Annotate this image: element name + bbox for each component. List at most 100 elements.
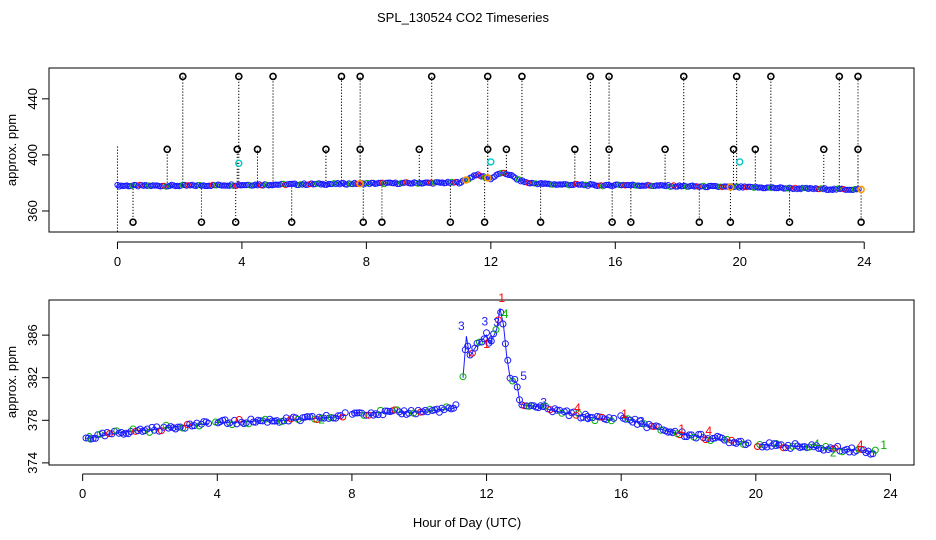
data-point — [157, 427, 165, 435]
flag-marker-high — [235, 72, 243, 81]
marker-label: 1 — [498, 291, 505, 305]
data-point — [249, 418, 257, 426]
data-point — [461, 346, 469, 354]
data-point — [504, 356, 512, 364]
data-point — [172, 425, 180, 433]
data-point — [181, 424, 189, 432]
flag-marker-high — [854, 72, 862, 81]
flag-marker-low — [359, 218, 368, 226]
marker-label: 2 — [318, 412, 325, 426]
data-point — [375, 179, 382, 186]
flag-marker-high — [269, 72, 277, 81]
x-tick-label: 16 — [608, 254, 622, 269]
flag-marker-mid — [415, 145, 424, 154]
x-tick-label: 0 — [114, 254, 121, 269]
data-point — [869, 450, 877, 458]
x-tick-label: 24 — [857, 254, 871, 269]
flag-marker-low — [695, 218, 704, 226]
data-point — [770, 440, 778, 448]
marker-label: 4 — [705, 424, 712, 438]
y-tick-label: 386 — [25, 324, 40, 346]
flag-marker-high — [767, 72, 775, 81]
marker-label: 3 — [540, 395, 547, 409]
data-point — [512, 174, 519, 181]
data-point — [798, 443, 806, 451]
y-tick-label: 400 — [25, 144, 40, 166]
flag-marker-low — [726, 218, 735, 226]
data-point — [534, 404, 542, 412]
data-point — [519, 177, 526, 184]
data-point — [626, 416, 634, 424]
data-point — [450, 404, 458, 412]
data-point — [681, 433, 688, 440]
flag-marker-high — [835, 72, 844, 81]
x-tick-label: 20 — [733, 254, 747, 269]
x-tick-label: 0 — [79, 486, 86, 501]
flag-marker-mid — [502, 145, 511, 154]
data-point — [546, 406, 554, 414]
flag-marker-mid — [163, 145, 172, 154]
data-point — [113, 427, 121, 435]
data-point — [871, 446, 879, 454]
flag-marker-low — [446, 218, 455, 226]
data-point — [268, 417, 276, 425]
data-point — [633, 420, 641, 428]
data-point — [304, 413, 311, 421]
data-point — [160, 423, 168, 431]
data-point — [174, 423, 182, 431]
data-point — [499, 320, 507, 328]
flag-marker-low — [480, 218, 489, 226]
data-point — [820, 446, 827, 454]
flag-marker-low — [627, 218, 635, 226]
high-point — [487, 158, 495, 166]
flag-marker-high — [178, 72, 187, 81]
data-point — [200, 418, 208, 426]
high-point — [736, 158, 744, 166]
bottom-y-axis: 374 378 382 386 — [25, 324, 49, 474]
data-point — [568, 181, 575, 188]
data-point — [151, 182, 158, 189]
top-y-axis: 360 400 440 — [25, 88, 49, 222]
flag-marker-mid — [356, 145, 364, 154]
flag-marker-mid — [605, 145, 613, 154]
marker-label: 2 — [830, 445, 837, 459]
data-point — [815, 445, 823, 452]
flag-marker-mid — [854, 145, 862, 154]
data-point — [360, 411, 368, 419]
data-point — [521, 179, 528, 186]
data-point — [254, 416, 262, 424]
data-point — [498, 169, 506, 176]
data-point — [692, 434, 700, 442]
flag-marker-high — [605, 72, 613, 81]
data-point — [805, 443, 813, 451]
top-series-points — [114, 158, 865, 194]
data-point — [476, 338, 483, 346]
flag-marker-low — [231, 218, 240, 226]
flag-marker-mid — [571, 145, 579, 154]
data-point — [688, 431, 695, 439]
data-point — [91, 434, 99, 442]
flag-marker-mid — [751, 145, 760, 154]
top-y-axis-label: approx. ppm — [4, 114, 19, 186]
flag-marker-low — [129, 218, 137, 226]
marker-label: 5 — [520, 369, 527, 383]
flag-marker-high — [518, 72, 526, 81]
x-axis-label: Hour of Day (UTC) — [413, 515, 521, 530]
data-point — [353, 409, 361, 417]
data-point — [845, 448, 853, 456]
bottom-plot-frame — [48, 299, 915, 466]
data-point — [501, 340, 509, 348]
data-point — [586, 413, 594, 421]
x-tick-label: 8 — [363, 254, 370, 269]
flag-marker-mid — [729, 145, 738, 154]
data-point — [89, 434, 97, 442]
data-point — [395, 408, 403, 416]
x-tick-label: 16 — [614, 486, 628, 501]
data-point — [483, 329, 490, 337]
data-point — [855, 445, 863, 453]
data-point — [610, 414, 618, 422]
data-point — [252, 418, 260, 426]
marker-label: 4 — [487, 333, 494, 347]
data-point — [334, 412, 342, 420]
